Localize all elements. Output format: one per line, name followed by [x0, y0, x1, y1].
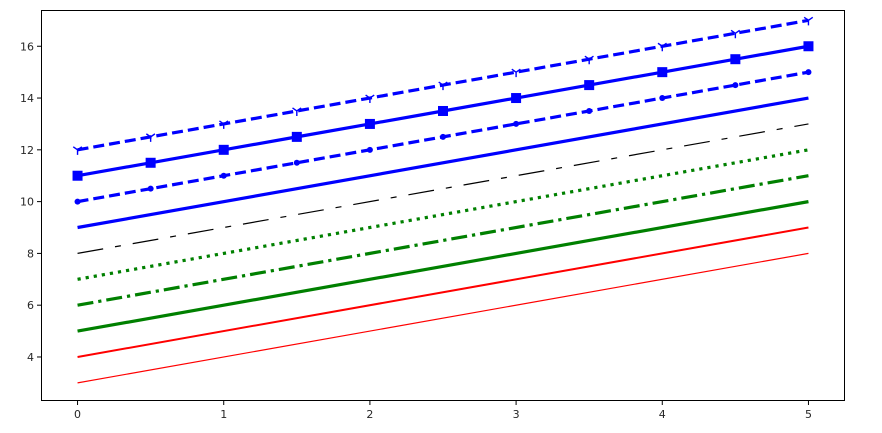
series-9-marker-1	[72, 170, 83, 181]
y-tick-label: 6	[27, 299, 34, 312]
series-9-marker-7	[511, 93, 522, 104]
series-6-line	[77, 123, 809, 254]
y-tick-label: 10	[20, 196, 34, 209]
x-tick-label: 1	[220, 408, 227, 421]
series-8-marker-8	[586, 107, 593, 114]
series-4-line	[77, 174, 809, 307]
series-10-marker-2	[145, 133, 156, 142]
series-8-marker-5	[366, 146, 373, 153]
x-tick-label: 4	[659, 408, 666, 421]
series-10-marker-9	[657, 42, 667, 52]
axes-frame	[41, 10, 845, 401]
series-9-marker-3	[218, 144, 229, 155]
series-9-marker-9	[657, 67, 668, 78]
series-9-marker-8	[584, 80, 595, 91]
series-3-line	[77, 200, 809, 333]
series-10-marker-8	[584, 55, 594, 65]
series-9-marker-2	[145, 157, 156, 168]
series-9-marker-5	[364, 118, 375, 129]
series-10-marker-7	[511, 68, 521, 78]
series-10-marker-5	[365, 94, 375, 104]
y-tick-label: 4	[27, 351, 34, 364]
series-10-marker-6	[438, 81, 448, 91]
series-5-line	[77, 148, 809, 281]
series-8-marker-11	[805, 69, 812, 76]
y-tick-label: 14	[20, 92, 34, 105]
x-tick-label: 3	[513, 408, 520, 421]
series-8-marker-7	[513, 120, 520, 127]
series-9-marker-10	[730, 54, 741, 65]
x-tick-label: 2	[366, 408, 373, 421]
series-8-marker-3	[220, 172, 227, 179]
series-10-marker-4	[292, 107, 302, 116]
series-8-marker-4	[293, 159, 300, 166]
y-tick-label: 16	[20, 40, 34, 53]
series-8-marker-9	[659, 95, 666, 102]
series-2-line	[77, 226, 809, 358]
series-markers	[72, 16, 814, 205]
series-7-line	[77, 96, 809, 230]
x-tick-label: 0	[74, 408, 81, 421]
series-10-marker-1	[72, 146, 83, 155]
series-10-marker-10	[730, 29, 741, 39]
series-10-marker-3	[219, 120, 229, 129]
series-9-marker-11	[803, 41, 814, 52]
y-tick-label: 8	[27, 247, 34, 260]
y-axis: 4 6 8 10 12 14 16	[20, 40, 41, 364]
plot-area	[41, 10, 845, 401]
y-tick-label: 12	[20, 144, 34, 157]
series-8-marker-1	[74, 198, 81, 205]
series-9-marker-4	[291, 131, 302, 142]
series-8-marker-10	[732, 82, 739, 89]
series-8-marker-6	[440, 133, 446, 140]
x-axis: 0 1 2 3 4 5	[74, 401, 812, 421]
x-tick-label: 5	[805, 408, 812, 421]
series-8-marker-2	[147, 185, 154, 192]
series-1-line	[77, 252, 809, 384]
series-9-marker-6	[438, 105, 448, 116]
series-10-marker-11	[803, 16, 814, 26]
